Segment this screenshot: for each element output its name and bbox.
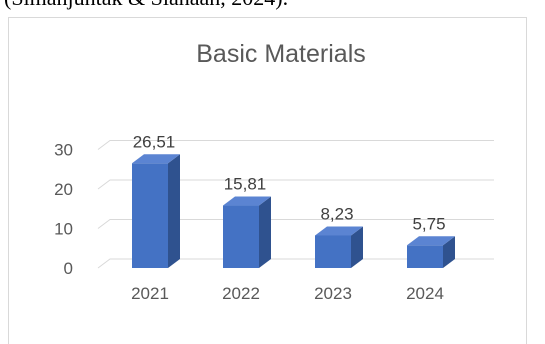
data-labels: 26,51 15,81 8,23 5,75 — [133, 132, 446, 233]
bar-3-top — [407, 236, 455, 246]
y-tick-label-2: 20 — [54, 180, 73, 199]
data-label-1: 15,81 — [224, 175, 267, 194]
y-tick-label-0: 0 — [64, 259, 73, 278]
x-axis-ticks: 2021 2022 2023 2024 — [131, 284, 444, 303]
chart-title-group: Basic Materials — [196, 40, 366, 68]
x-tick-label-1: 2022 — [222, 284, 260, 303]
y-tick-label-1: 10 — [54, 220, 73, 239]
bar-2-side — [351, 226, 363, 268]
x-tick-label-3: 2024 — [406, 284, 444, 303]
bars — [132, 154, 455, 268]
cropped-document-text: (Simanjuntak & Sianaan, 2024). — [4, 0, 288, 10]
bar-0 — [132, 163, 168, 268]
bar-2-top — [315, 226, 363, 236]
chart-title: Basic Materials — [196, 40, 366, 68]
gridline-3 — [97, 140, 494, 150]
bar-0-top — [132, 154, 180, 164]
bar-3 — [407, 245, 443, 268]
bar-1-top — [223, 196, 271, 206]
gridlines — [97, 140, 494, 269]
data-label-2: 8,23 — [320, 204, 353, 223]
bar-1 — [223, 205, 259, 268]
bar-3-side — [443, 236, 455, 268]
gridline-2 — [97, 179, 494, 190]
data-label-3: 5,75 — [412, 214, 445, 233]
gridline-1 — [97, 219, 494, 229]
data-label-0: 26,51 — [133, 132, 176, 151]
y-axis-ticks: 0 10 20 30 — [54, 141, 73, 279]
bar-0-side — [168, 154, 180, 268]
x-tick-label-2: 2023 — [314, 284, 352, 303]
y-tick-label-3: 30 — [54, 141, 73, 160]
gridline-0 — [97, 258, 494, 269]
bar-1-side — [259, 196, 271, 268]
bar-2 — [315, 235, 351, 268]
x-tick-label-0: 2021 — [131, 284, 169, 303]
